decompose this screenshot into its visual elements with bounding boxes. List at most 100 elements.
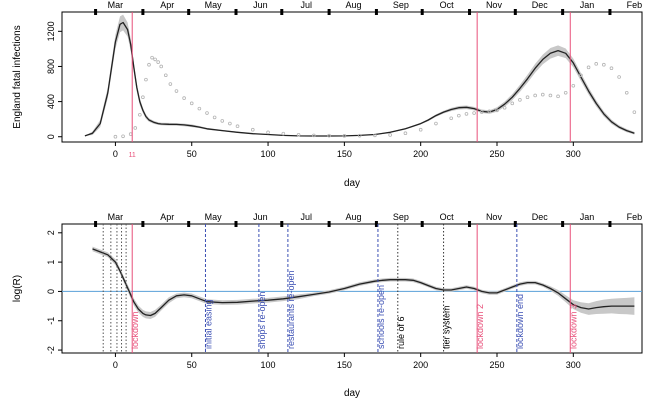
month-label: Mar <box>108 0 124 10</box>
month-label: Jan <box>580 212 595 222</box>
month-label: Jun <box>253 0 268 10</box>
data-point <box>189 101 194 106</box>
data-point <box>495 108 499 113</box>
month-label: Feb <box>627 0 643 10</box>
month-tick-mark <box>468 9 472 15</box>
event-label: lockdown end <box>515 294 525 349</box>
month-label: Aug <box>346 0 362 10</box>
data-point <box>159 64 164 69</box>
event-label: initial easing <box>203 299 213 349</box>
x-tick-label: 300 <box>566 149 581 159</box>
data-point <box>388 133 392 137</box>
data-point <box>197 106 202 111</box>
data-point <box>602 62 606 67</box>
month-label: Dec <box>532 212 549 222</box>
month-label: Jun <box>253 212 268 222</box>
data-point <box>357 133 362 138</box>
month-label: Apr <box>160 0 174 10</box>
month-label: Aug <box>346 212 362 222</box>
top-panel: Mar Apr May Jun Jul Aug Sep Oct Nov Dec Jan Feb 0 50 1… <box>12 0 643 189</box>
y-tick-label: 1 <box>46 260 56 265</box>
month-tick-mark <box>280 221 284 227</box>
x-tick-label: 0 <box>113 149 118 159</box>
data-point <box>617 75 621 79</box>
data-point <box>586 65 591 70</box>
data-point <box>144 77 148 82</box>
data-point <box>153 57 157 62</box>
month-tick-mark <box>420 9 424 15</box>
event-label: tier system <box>442 305 452 349</box>
data-point <box>487 109 492 114</box>
data-point <box>479 110 484 114</box>
data-point <box>182 96 186 100</box>
event-label: lockdown 3 <box>568 304 578 349</box>
data-point <box>571 83 576 88</box>
data-point <box>342 134 347 138</box>
data-point <box>113 134 118 139</box>
event-label: schools re-open <box>376 285 386 349</box>
data-point <box>609 66 614 71</box>
y-tick-label: -2 <box>46 346 56 354</box>
x-tick-label: 200 <box>413 360 428 370</box>
data-point <box>121 134 125 139</box>
month-tick-mark <box>374 221 378 227</box>
y-tick-label: 400 <box>46 94 56 109</box>
data-point <box>464 112 469 116</box>
y-tick-label: 1200 <box>46 21 56 41</box>
data-point <box>632 110 637 114</box>
x-axis-title: day <box>344 178 360 189</box>
x-axis-title: day <box>344 388 360 399</box>
data-point <box>212 115 217 120</box>
y-tick-label: -1 <box>46 317 56 325</box>
data-point <box>133 126 138 130</box>
y-axis-title: log(R) <box>12 275 23 302</box>
month-label: Jan <box>580 0 595 10</box>
data-point <box>156 60 160 64</box>
event-label: rule of 6 <box>396 316 406 349</box>
data-point <box>624 91 629 95</box>
data-point <box>556 94 560 99</box>
data-point <box>168 82 173 86</box>
x-tick-label: 150 <box>337 149 352 159</box>
month-label: Oct <box>440 0 455 10</box>
data-point <box>548 93 553 98</box>
x-tick-label: 250 <box>489 149 504 159</box>
month-tick-mark <box>420 221 424 227</box>
plot-frame <box>61 11 643 143</box>
series-line <box>92 248 635 317</box>
plot-frame <box>61 223 643 354</box>
data-point <box>373 133 377 138</box>
month-tick-mark <box>327 9 331 15</box>
data-point <box>150 55 154 60</box>
y-tick-label: 0 <box>46 289 56 294</box>
x-tick-label: 100 <box>261 149 276 159</box>
month-label: Dec <box>532 0 549 10</box>
month-tick-mark <box>187 221 191 227</box>
y-tick-label: 2 <box>46 230 56 235</box>
event-label: 11 <box>129 152 136 159</box>
x-tick-label: 50 <box>187 360 197 370</box>
month-tick-mark <box>608 221 612 227</box>
month-tick-mark <box>187 9 191 15</box>
y-tick-label: 0 <box>46 134 56 139</box>
data-point <box>296 132 301 137</box>
x-tick-label: 0 <box>113 360 118 370</box>
x-tick-label: 150 <box>337 360 352 370</box>
month-label: Sep <box>393 0 409 10</box>
month-tick-mark <box>327 221 331 227</box>
data-point <box>418 127 423 132</box>
month-label: Nov <box>486 0 503 10</box>
data-point <box>540 92 545 97</box>
month-tick-mark <box>234 9 238 15</box>
data-point <box>525 95 530 100</box>
x-tick-label: 300 <box>566 360 581 370</box>
month-label: Nov <box>486 212 503 222</box>
month-label: Mar <box>108 212 124 222</box>
x-tick-label: 100 <box>261 360 276 370</box>
data-point <box>563 91 568 95</box>
y-axis-title: England fatal infections <box>12 25 23 128</box>
month-tick-mark <box>561 9 565 15</box>
data-point <box>579 73 583 78</box>
month-label: Sep <box>393 212 409 222</box>
